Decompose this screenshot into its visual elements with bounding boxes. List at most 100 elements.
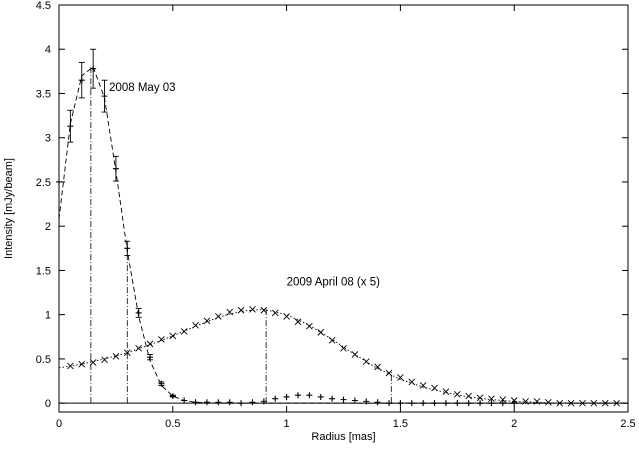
y-tick-label: 3.5 (36, 88, 51, 100)
data-point-cross (567, 399, 575, 407)
data-point-cross (203, 317, 211, 325)
plot-frame (58, 4, 629, 413)
data-point-plus (511, 400, 518, 407)
data-point-cross (260, 306, 268, 314)
data-point-cross (522, 398, 529, 405)
data-point-cross (283, 313, 290, 320)
data-point-plus (386, 400, 393, 407)
data-point-plus (78, 77, 85, 84)
vertical-markers (90, 66, 392, 404)
data-point-cross (306, 322, 313, 330)
data-point-plus (454, 400, 461, 407)
data-point-cross (556, 399, 564, 407)
data-point-cross (579, 399, 586, 407)
data-point-plus (112, 165, 119, 172)
data-point-plus (249, 399, 256, 406)
data-point-cross (397, 374, 404, 381)
data-point-plus (135, 309, 142, 316)
data-point-plus (283, 393, 290, 400)
data-point-plus (158, 380, 165, 387)
data-point-cross (123, 349, 131, 357)
axis-ticks: 0 0.5 1 1.5 2 2.5 0 0.5 1 1.5 2 2.5 3 3.5 4 4.5 (36, 0, 636, 430)
fit-curve-dotted (58, 308, 628, 404)
data-point-plus (329, 395, 336, 402)
data-point-cross (249, 306, 256, 313)
data-point-plus (238, 400, 245, 407)
data-point-cross (101, 356, 108, 364)
data-point-cross (533, 398, 541, 405)
y-tick-label: 4 (45, 44, 51, 56)
y-tick-label: 1 (45, 310, 51, 322)
data-point-plus (363, 398, 370, 405)
data-point-plus (147, 354, 154, 361)
data-point-cross (453, 390, 461, 398)
data-point-cross (180, 328, 188, 335)
data-point-plus (203, 399, 210, 406)
x-tick-label: 2 (511, 418, 517, 430)
data-point-cross (351, 351, 359, 358)
data-point-cross (340, 344, 347, 352)
data-point-cross (408, 378, 416, 386)
data-point-plus (260, 398, 267, 405)
data-point-cross (89, 359, 97, 366)
data-points (56, 48, 620, 407)
data-point-cross (362, 358, 370, 365)
data-point-cross (510, 397, 518, 404)
y-tick-label: 0.5 (36, 354, 51, 366)
data-point-cross (601, 399, 609, 407)
x-tick-label: 1 (284, 418, 290, 430)
data-point-cross (192, 321, 199, 329)
data-point-plus (477, 400, 484, 407)
data-point-plus (397, 400, 404, 407)
data-point-cross (169, 332, 177, 340)
data-point-plus (215, 399, 222, 406)
data-point-cross (613, 399, 620, 407)
y-tick-label: 4.5 (36, 0, 51, 12)
data-point-plus (272, 395, 279, 402)
data-point-plus (488, 400, 495, 407)
data-point-cross (442, 388, 450, 395)
data-point-cross (328, 337, 336, 344)
data-point-cross (146, 340, 154, 348)
data-point-plus (465, 400, 472, 407)
data-point-plus (408, 400, 415, 407)
data-point-plus (294, 392, 301, 399)
y-tick-label: 3 (45, 133, 51, 145)
data-point-plus (124, 245, 131, 252)
data-point-cross (78, 360, 86, 368)
data-point-cross (431, 384, 438, 392)
data-point-cross (67, 362, 74, 370)
data-point-cross (374, 363, 381, 371)
fit-curves (58, 66, 628, 404)
data-point-cross (385, 369, 393, 377)
data-point-plus (192, 399, 199, 406)
annotation-2008-may-03: 2008 May 03 (109, 82, 175, 94)
data-point-cross (135, 344, 142, 352)
y-axis-label: Intensity [mJy/beam] (3, 158, 15, 259)
data-point-plus (169, 393, 176, 400)
data-point-plus (431, 400, 438, 407)
data-point-cross (226, 308, 234, 316)
data-point-plus (420, 400, 427, 407)
x-axis-label: Radius [mas] (311, 431, 375, 443)
data-point-cross (294, 318, 302, 326)
y-tick-label: 2 (45, 221, 51, 233)
data-point-plus (181, 397, 188, 404)
data-point-cross (465, 392, 472, 400)
data-point-plus (226, 399, 233, 406)
data-point-cross (545, 398, 552, 406)
data-point-cross (215, 313, 222, 320)
data-point-cross (112, 352, 120, 360)
data-point-plus (340, 396, 347, 403)
data-point-cross (419, 382, 427, 389)
y-tick-label: 1.5 (36, 265, 51, 277)
data-point-cross (590, 399, 598, 407)
data-point-plus (317, 393, 324, 400)
x-tick-label: 2.5 (620, 418, 635, 430)
data-point-plus (374, 399, 381, 406)
x-tick-label: 0.5 (165, 418, 180, 430)
data-point-plus (101, 93, 108, 100)
data-point-plus (499, 400, 506, 407)
data-point-cross (271, 309, 279, 317)
data-point-plus (442, 400, 449, 407)
